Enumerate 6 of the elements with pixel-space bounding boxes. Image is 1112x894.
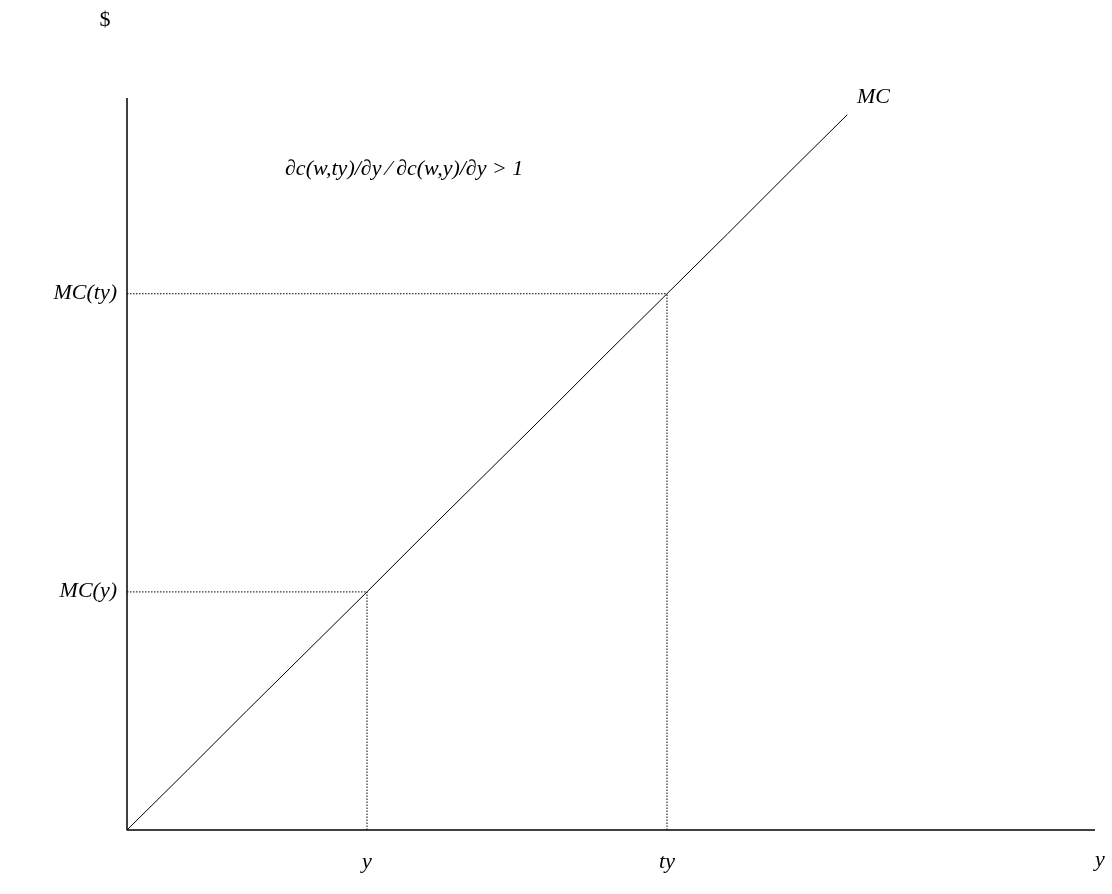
ref-line-label: MC(y) xyxy=(58,576,117,602)
x-tick-label: ty xyxy=(659,848,676,873)
series-label: MC xyxy=(856,83,891,108)
ref-line-label: MC(ty) xyxy=(52,278,117,304)
y-axis-title: $ xyxy=(99,6,111,31)
annotation: ∂c(w,ty)/∂y ⁄ ∂c(w,y)/∂y > 1 xyxy=(285,155,524,180)
